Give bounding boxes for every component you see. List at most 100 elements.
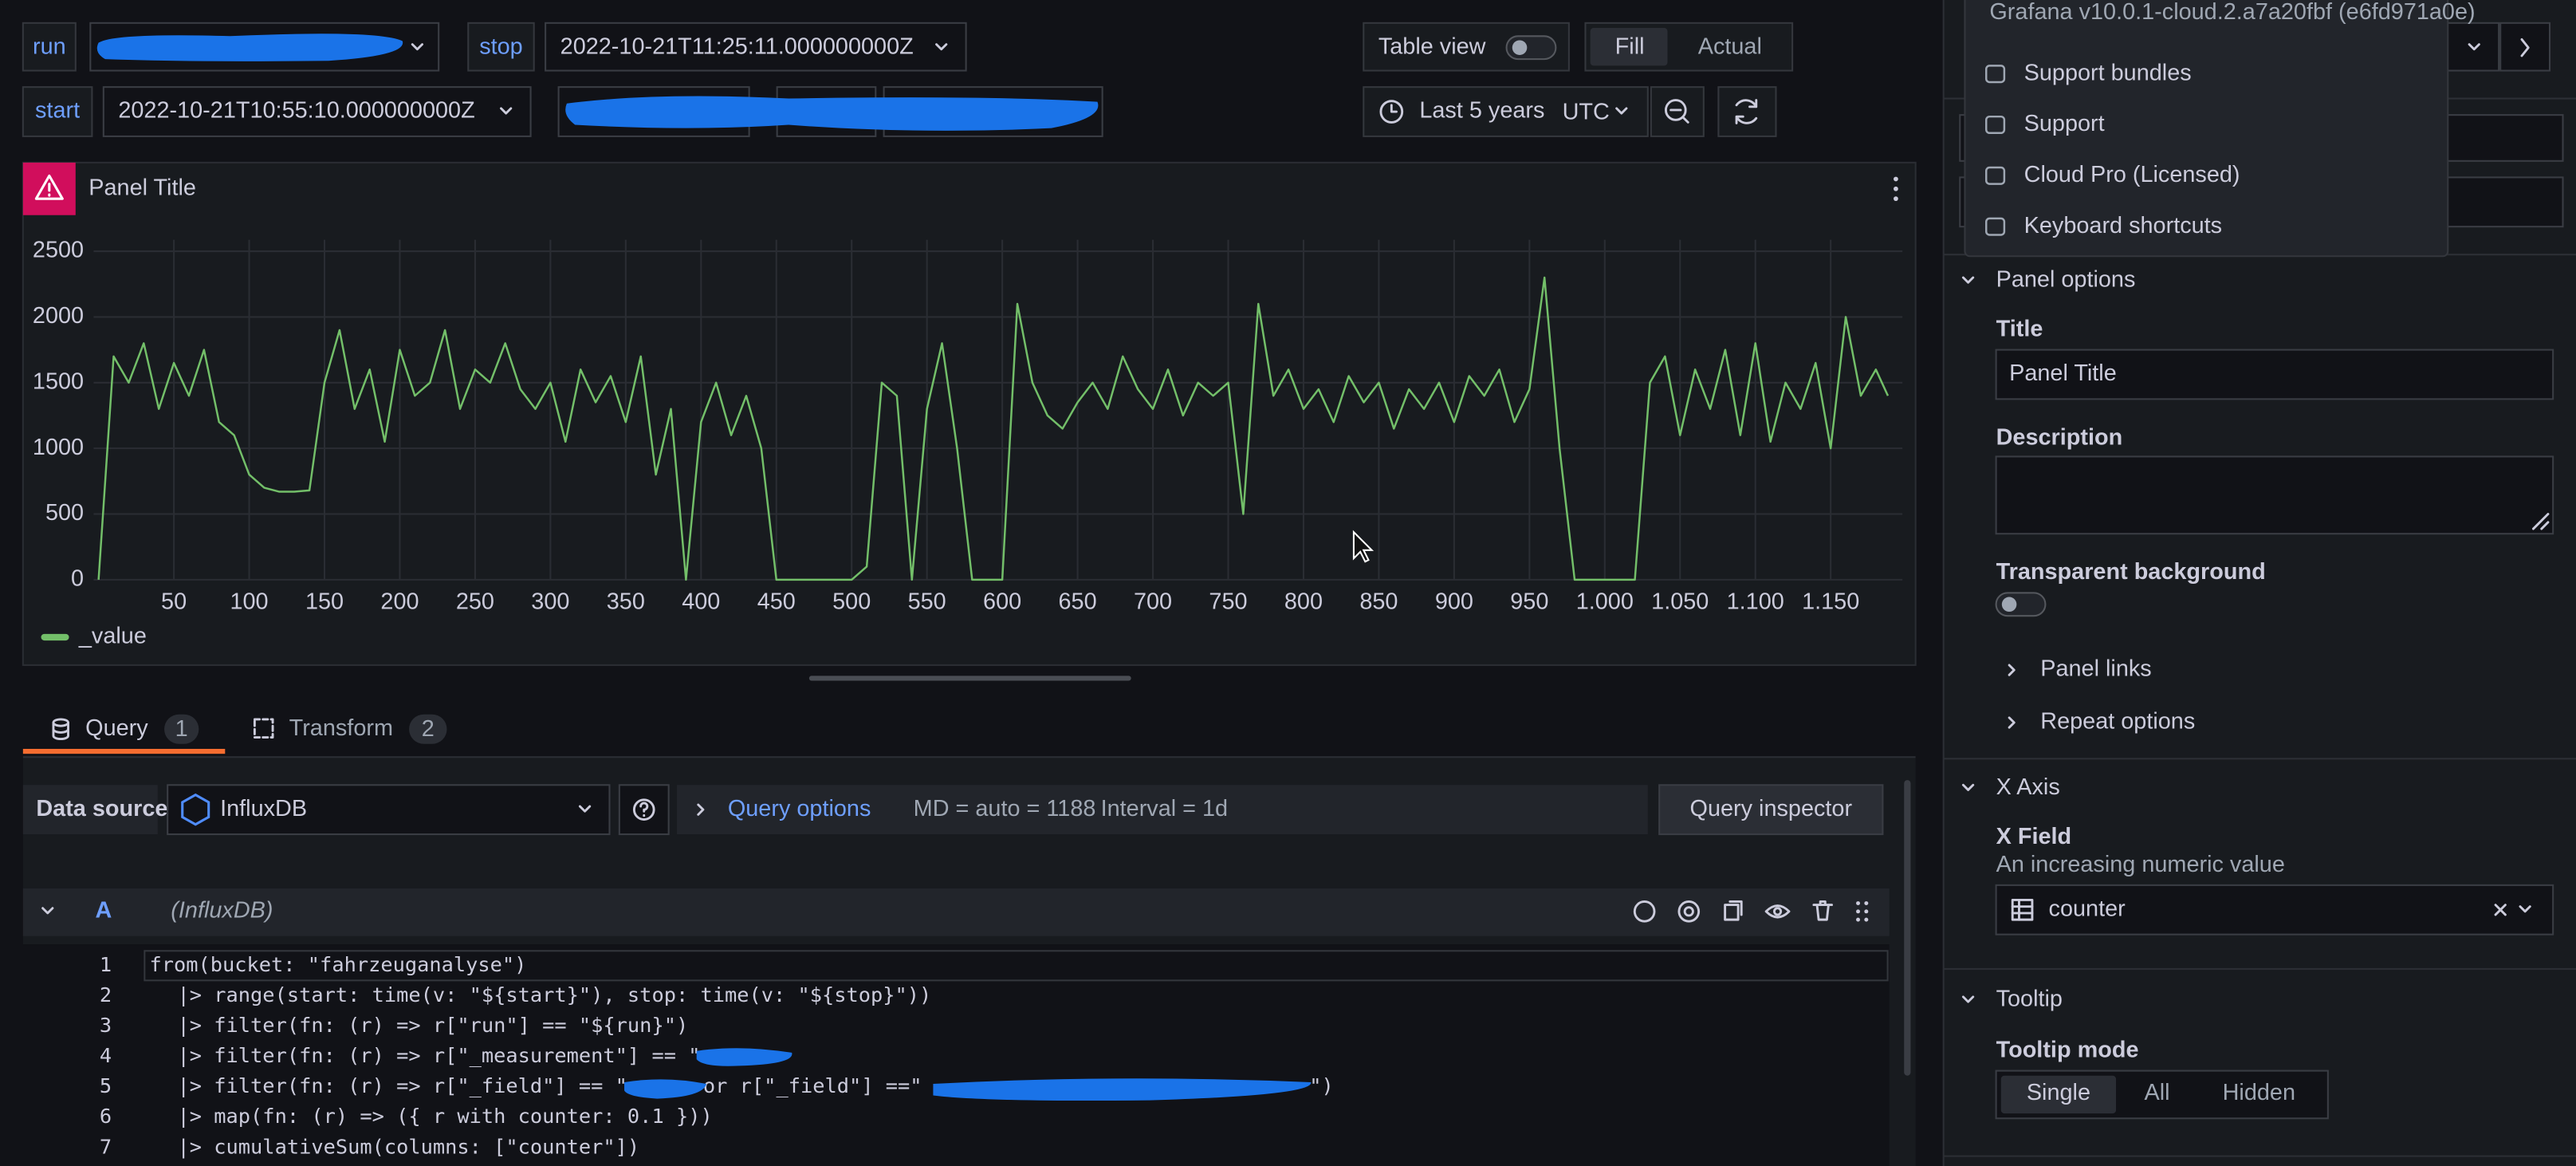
chevron	[500, 107, 513, 115]
line-number: 1	[100, 952, 112, 976]
help-icon	[632, 798, 655, 821]
help-menu	[1964, 0, 2449, 258]
field-label: Tooltip mode	[1996, 1037, 2139, 1062]
query-options-label[interactable]: Query options	[728, 796, 871, 821]
switch-knob	[1512, 40, 1528, 55]
redaction	[565, 96, 1099, 131]
variable-name: stop	[479, 33, 523, 59]
chevron	[1615, 107, 1628, 115]
title-input[interactable]	[1995, 349, 2554, 400]
x-tick-label: 350	[607, 589, 645, 614]
variable-name: run	[33, 33, 66, 59]
mode-option[interactable]: All	[2145, 1080, 2170, 1105]
code-line: |> map(fn: (r) => ({ r with counter: 0.1…	[178, 1104, 713, 1128]
tab-badge	[164, 714, 199, 744]
code-fragment: ")	[1309, 1073, 1334, 1097]
variable-select[interactable]	[545, 22, 967, 72]
panel-menu[interactable]	[1894, 176, 1898, 202]
duplicate-icon	[1728, 900, 1743, 916]
mode-selected[interactable]	[1590, 28, 1668, 66]
data-source-select[interactable]	[167, 784, 611, 836]
variable-label	[22, 86, 93, 137]
chevron	[2008, 664, 2016, 676]
mode-option[interactable]: Actual	[1698, 33, 1762, 59]
field-icon	[2011, 898, 2034, 921]
menu-item[interactable]: Keyboard shortcuts	[2024, 213, 2222, 238]
time-picker[interactable]	[1363, 86, 1649, 137]
help-icon[interactable]	[1633, 900, 1656, 923]
x-field-select[interactable]	[1995, 884, 2554, 936]
row-actions	[1633, 900, 1869, 923]
line-number: 7	[100, 1134, 112, 1158]
current-line	[144, 950, 1889, 982]
resize-handle	[2531, 513, 2550, 530]
query-inspector-button[interactable]	[1658, 784, 1884, 836]
tab-badge	[409, 714, 447, 744]
menu-item[interactable]: Support bundles	[2024, 60, 2192, 85]
tab-label[interactable]: Transform	[289, 715, 393, 741]
field-label: Title	[1996, 317, 2043, 342]
variable-label	[467, 22, 535, 72]
duplicate-icon[interactable]	[1724, 904, 1740, 921]
variable-label	[22, 22, 77, 72]
database-icon	[52, 718, 69, 741]
scrollbar[interactable]	[1904, 780, 1911, 1076]
field-label: X Field	[1996, 824, 2072, 849]
pane-button[interactable]	[2499, 22, 2551, 72]
subsection-heading[interactable]: Repeat options	[2040, 709, 2195, 735]
chevron	[1961, 995, 1975, 1003]
line-number: 5	[100, 1073, 112, 1097]
delete-icon[interactable]	[1812, 900, 1833, 921]
mode-option[interactable]: Fill	[1615, 33, 1645, 59]
section-heading[interactable]: Tooltip	[1996, 987, 2063, 1012]
mouse-cursor	[1352, 530, 1375, 563]
hide-icon	[1772, 907, 1783, 916]
section-heading[interactable]: X Axis	[1996, 774, 2060, 800]
mode-selected[interactable]	[2000, 1075, 2117, 1114]
query-ref-id[interactable]: A	[96, 897, 112, 923]
legend-label[interactable]: _value	[78, 624, 147, 649]
collapse-chevron[interactable]	[41, 907, 54, 915]
zoom-icon	[1664, 99, 1687, 121]
menu-item[interactable]: Support	[2024, 111, 2105, 136]
tab-label[interactable]: Query	[85, 715, 148, 741]
y-tick-label: 2000	[33, 303, 84, 329]
y-tick-label: 2500	[33, 238, 84, 263]
menu-item[interactable]: Cloud Pro (Licensed)	[2024, 162, 2240, 187]
redaction	[933, 1078, 1312, 1101]
subsection-heading[interactable]: Panel links	[2040, 656, 2151, 682]
chevron	[2008, 716, 2016, 729]
mode-option[interactable]: Hidden	[2223, 1080, 2295, 1105]
x-tick-label: 550	[908, 589, 946, 614]
chevron	[935, 43, 948, 51]
zoom-out-button[interactable]	[1650, 86, 1705, 137]
field-description: An increasing numeric value	[1996, 852, 2285, 877]
clock-hands	[1390, 104, 1398, 113]
inspect-icon[interactable]	[1677, 900, 1701, 923]
x-tick-label: 400	[682, 589, 720, 614]
query-options[interactable]	[676, 785, 1648, 835]
mode-option[interactable]: Single	[2027, 1080, 2090, 1105]
chevron	[2519, 905, 2531, 913]
tab-count: 1	[175, 716, 188, 742]
refresh-button[interactable]	[1717, 86, 1777, 137]
chevron	[1961, 783, 1975, 791]
drag-handle[interactable]	[1856, 901, 1869, 922]
panel-title: Panel Title	[88, 175, 196, 200]
tab-indicator	[22, 748, 226, 754]
description-input[interactable]	[1995, 455, 2554, 535]
line-number: 2	[100, 983, 112, 1006]
hide-icon[interactable]	[1764, 904, 1791, 919]
help-button[interactable]	[618, 784, 670, 836]
section-heading[interactable]: Panel options	[1996, 267, 2136, 293]
x-tick-label: 150	[305, 589, 344, 614]
y-tick-label: 0	[71, 565, 84, 591]
switch-knob	[2001, 597, 2017, 613]
inspect-icon	[1683, 906, 1694, 917]
version: Grafana v10.0.1-cloud.2.a7a20fbf (e6fd97…	[1989, 0, 2475, 25]
chevron	[1961, 276, 1975, 284]
data-source-label-box	[22, 785, 158, 835]
clear-icon[interactable]	[2494, 904, 2507, 916]
variable-select[interactable]	[102, 86, 532, 137]
